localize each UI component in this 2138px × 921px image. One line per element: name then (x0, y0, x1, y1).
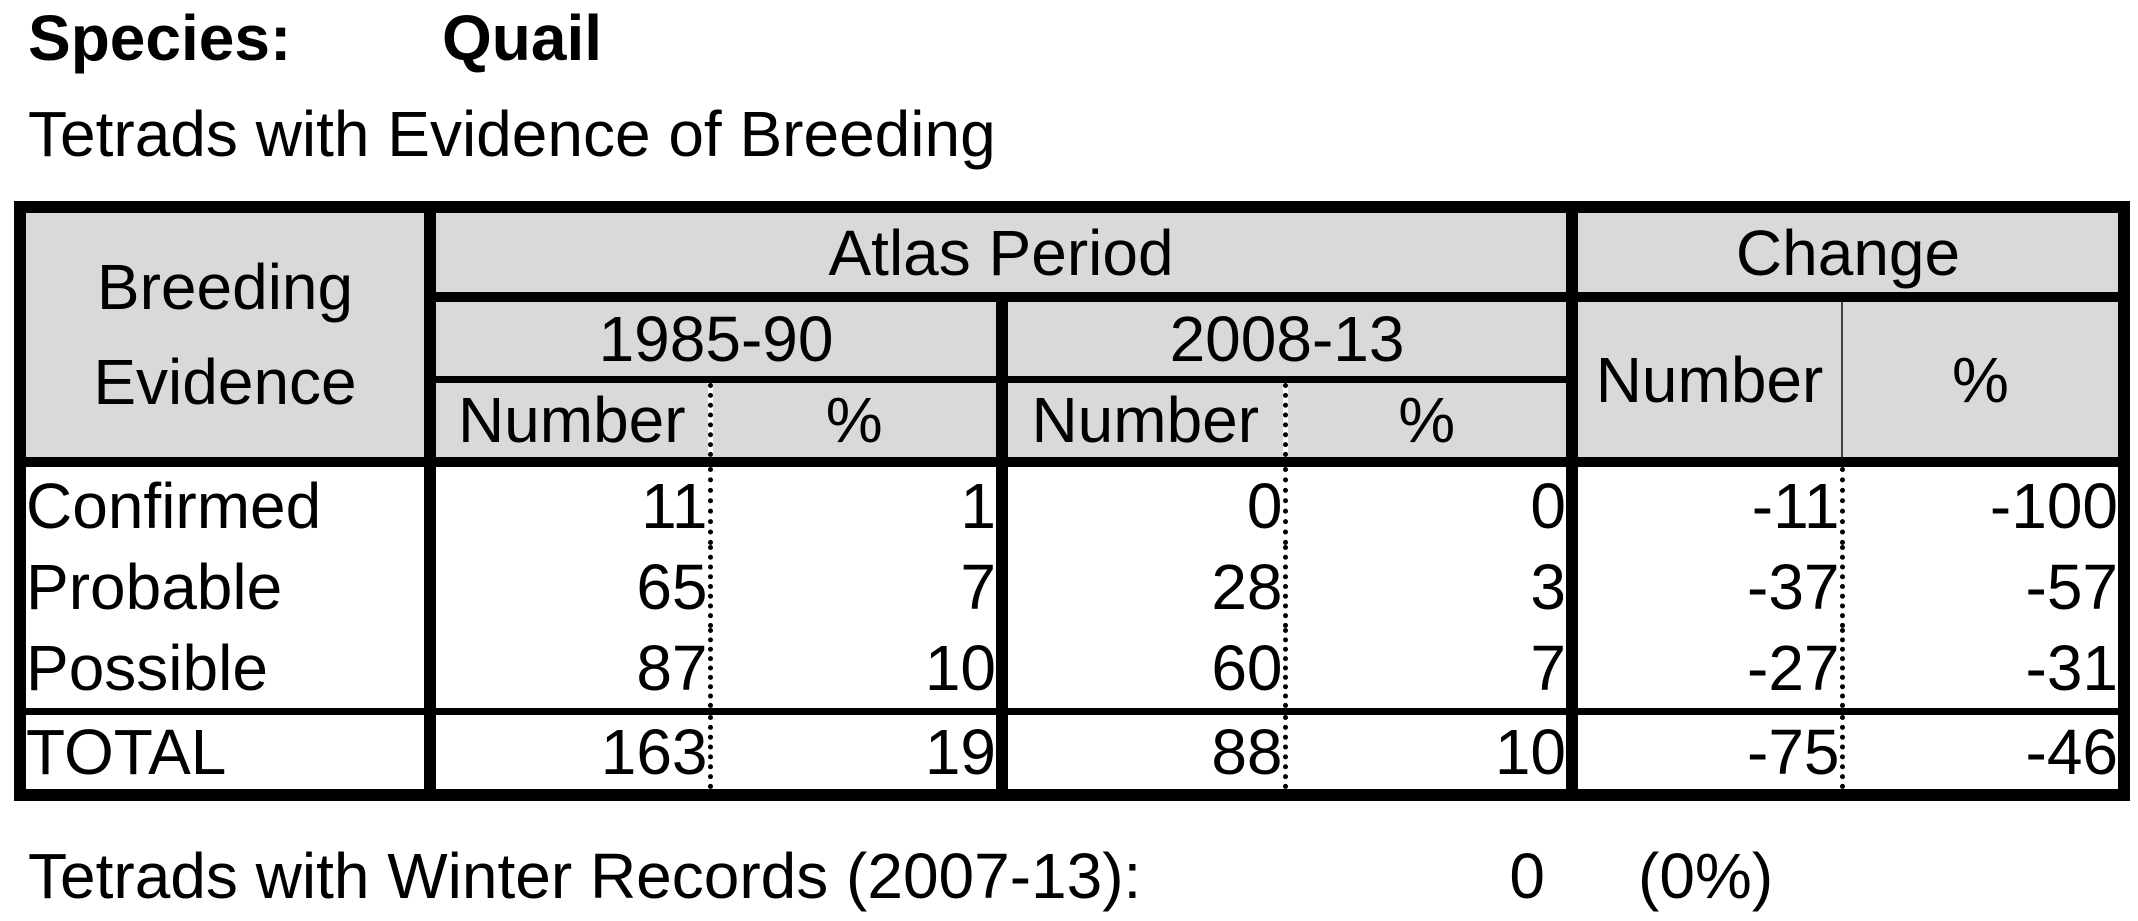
table-row-total: TOTAL 163 19 88 10 -75 -46 (20, 707, 2124, 795)
header-2008-number: Number (996, 379, 1285, 462)
cell-1985-number: 163 (424, 707, 710, 795)
cell-change-percent: -31 (1839, 628, 2124, 711)
header-breeding-evidence: Breeding Evidence (20, 207, 430, 462)
header-1985-number: Number (424, 379, 710, 462)
winter-records-count: 0 (1509, 840, 1545, 912)
row-label: Possible (20, 628, 430, 711)
cell-change-number: -37 (1566, 545, 1842, 628)
cell-change-number: -11 (1566, 457, 1842, 545)
table-row-confirmed: Confirmed 11 1 0 0 -11 -100 (20, 457, 2124, 545)
row-label: TOTAL (20, 707, 430, 795)
table-row-possible: Possible 87 10 60 7 -27 -31 (20, 628, 2124, 711)
cell-change-percent: -100 (1839, 457, 2124, 545)
header-period-2008-13: 2008-13 (996, 297, 1572, 383)
header-change-number: Number (1566, 297, 1842, 462)
page-title: Species: Quail (28, 0, 602, 76)
cell-2008-percent: 10 (1282, 707, 1572, 795)
header-period-1985-90: 1985-90 (424, 297, 1002, 383)
cell-2008-number: 28 (996, 545, 1285, 628)
header-row-1: Breeding Evidence Atlas Period Change (20, 207, 2124, 462)
cell-change-percent: -46 (1839, 707, 2124, 795)
header-1985-percent: % (707, 379, 1002, 462)
cell-2008-percent: 0 (1282, 457, 1572, 545)
cell-2008-percent: 7 (1282, 628, 1572, 711)
winter-records-label: Tetrads with Winter Records (2007-13): (28, 840, 1142, 912)
species-value: Quail (442, 2, 603, 74)
table-subtitle: Tetrads with Evidence of Breeding (28, 98, 996, 170)
row-label: Confirmed (20, 457, 430, 545)
header-change-percent: % (1841, 297, 2124, 462)
header-row-3: Number % Number % (20, 379, 2124, 462)
header-change: Change (1566, 207, 2124, 302)
cell-change-number: -27 (1566, 628, 1842, 711)
winter-records-percent: (0%) (1638, 840, 1774, 912)
breeding-table: Breeding Evidence Atlas Period Change 19… (14, 201, 2130, 801)
cell-2008-number: 60 (996, 628, 1285, 711)
cell-1985-percent: 7 (707, 545, 1002, 628)
cell-1985-number: 11 (424, 457, 710, 545)
cell-1985-percent: 1 (707, 457, 1002, 545)
cell-2008-number: 0 (996, 457, 1285, 545)
cell-2008-percent: 3 (1282, 545, 1572, 628)
header-2008-percent: % (1282, 379, 1572, 462)
cell-2008-number: 88 (996, 707, 1285, 795)
cell-1985-percent: 19 (707, 707, 1002, 795)
row-label: Probable (20, 545, 430, 628)
species-label: Species: (28, 2, 292, 74)
cell-change-percent: -57 (1839, 545, 2124, 628)
header-breeding-evidence-line1: Breeding (96, 251, 354, 323)
table-row-probable: Probable 65 7 28 3 -37 -57 (20, 545, 2124, 628)
cell-1985-percent: 10 (707, 628, 1002, 711)
breeding-evidence-table: Breeding Evidence Atlas Period Change 19… (8, 195, 2136, 807)
cell-1985-number: 87 (424, 628, 710, 711)
cell-1985-number: 65 (424, 545, 710, 628)
header-row-2: 1985-90 2008-13 Number % (20, 297, 2124, 462)
header-atlas-period: Atlas Period (424, 207, 1572, 302)
cell-change-number: -75 (1566, 707, 1842, 795)
header-breeding-evidence-line2: Evidence (93, 346, 357, 418)
